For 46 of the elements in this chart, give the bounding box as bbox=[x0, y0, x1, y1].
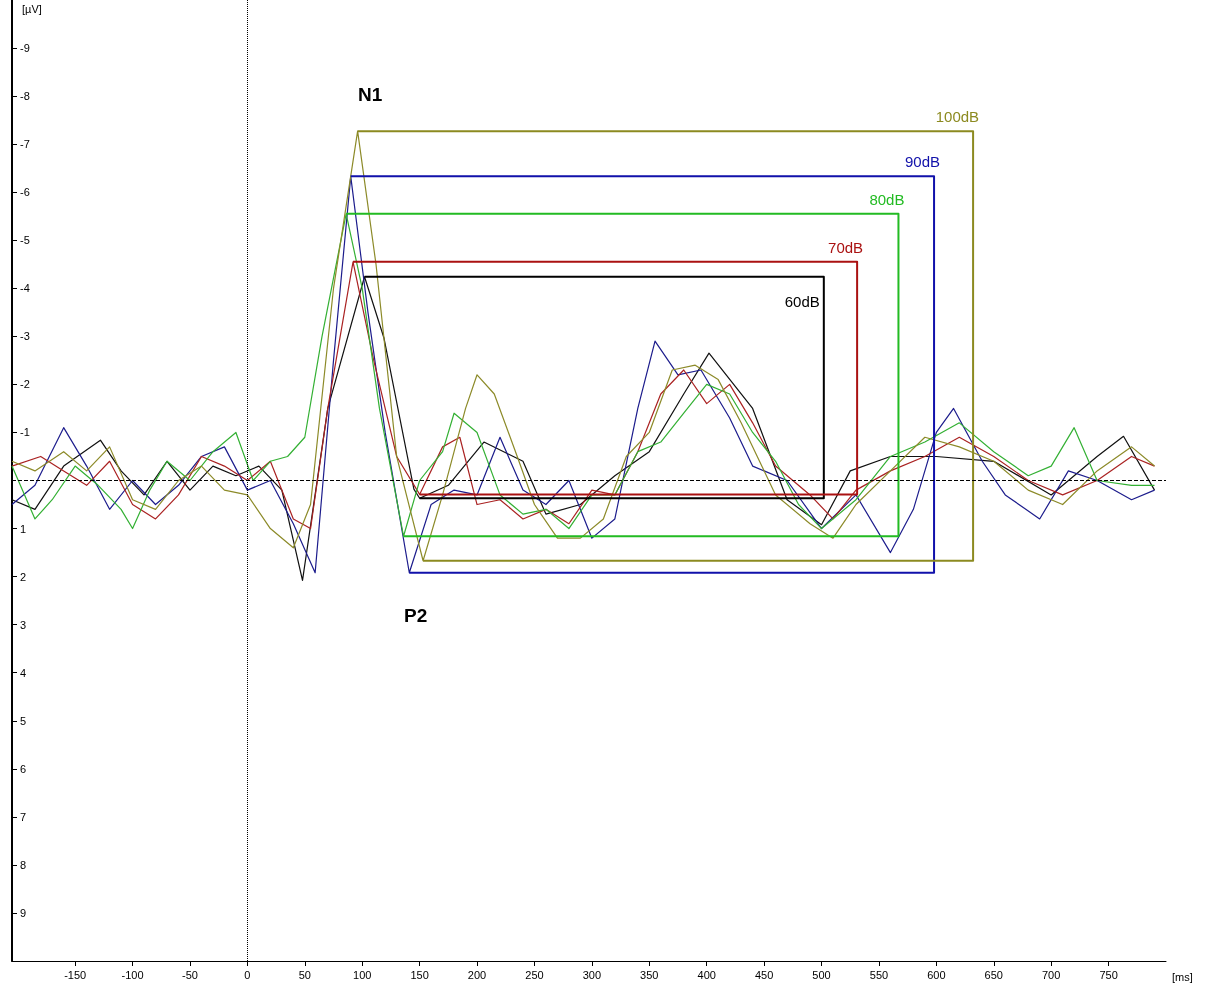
x-tick-label: -100 bbox=[121, 968, 144, 981]
y-tick-label: 2 bbox=[20, 570, 27, 583]
x-tick-label: 350 bbox=[640, 968, 659, 981]
x-tick-label: 150 bbox=[410, 968, 429, 981]
x-tick-label: 550 bbox=[869, 968, 889, 981]
y-tick-label: 4 bbox=[20, 666, 27, 679]
y-tick-label: -2 bbox=[20, 378, 30, 391]
series-label: 60dB bbox=[784, 292, 820, 310]
y-tick-label: -7 bbox=[20, 138, 30, 151]
x-tick-label: 200 bbox=[467, 968, 487, 981]
x-tick-label: 100 bbox=[353, 968, 372, 981]
series-label: 100dB bbox=[935, 108, 980, 126]
y-axis-title: [µV] bbox=[22, 2, 42, 15]
x-tick-label: 500 bbox=[812, 968, 831, 981]
y-tick-label: 7 bbox=[20, 810, 27, 823]
x-tick-label: -50 bbox=[182, 968, 198, 981]
y-tick-label: -9 bbox=[20, 42, 30, 55]
y-tick-label: -1 bbox=[20, 426, 30, 439]
y-tick-label: -6 bbox=[20, 186, 30, 199]
x-tick-label: 750 bbox=[1099, 968, 1118, 981]
annotation: N1 bbox=[358, 84, 383, 105]
y-tick-label: 9 bbox=[20, 906, 27, 919]
x-tick-label: 50 bbox=[298, 968, 311, 981]
x-tick-label: 0 bbox=[244, 968, 251, 981]
series-label: 80dB bbox=[869, 190, 905, 208]
x-axis-title: [ms] bbox=[1172, 970, 1193, 983]
x-tick-label: 650 bbox=[984, 968, 1003, 981]
series-label: 70dB bbox=[828, 238, 864, 256]
y-tick-label: -3 bbox=[20, 330, 30, 343]
y-tick-label: 6 bbox=[20, 762, 27, 775]
x-tick-label: 600 bbox=[927, 968, 946, 981]
y-tick-label: 8 bbox=[20, 858, 27, 871]
y-tick-label: -8 bbox=[20, 90, 30, 103]
x-tick-label: 250 bbox=[525, 968, 544, 981]
x-tick-label: -150 bbox=[64, 968, 87, 981]
series-label: 90dB bbox=[905, 153, 941, 171]
y-tick-label: -4 bbox=[20, 282, 30, 295]
y-tick-label: -5 bbox=[20, 234, 30, 247]
x-tick-label: 300 bbox=[582, 968, 602, 981]
y-tick-label: 3 bbox=[20, 618, 27, 631]
x-tick-label: 400 bbox=[697, 968, 716, 981]
x-tick-label: 450 bbox=[754, 968, 774, 981]
y-tick-label: 1 bbox=[20, 522, 27, 535]
annotation: P2 bbox=[404, 605, 428, 626]
x-tick-label: 700 bbox=[1041, 968, 1061, 981]
y-tick-label: 5 bbox=[20, 714, 27, 727]
